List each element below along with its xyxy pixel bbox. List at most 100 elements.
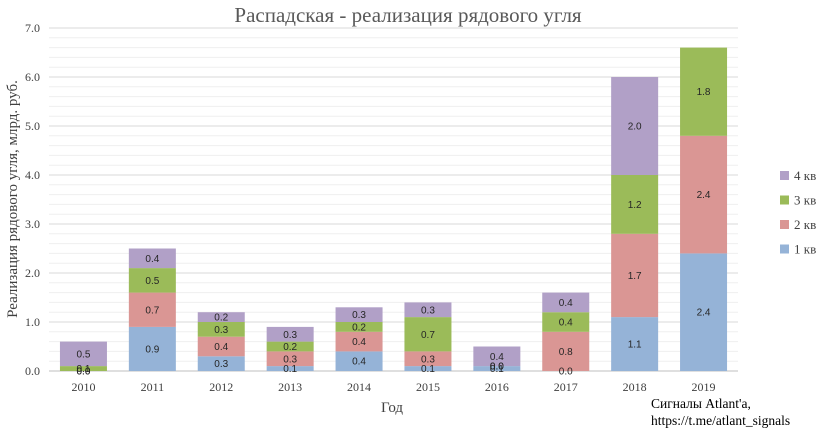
bar-data-label: 2.4 [697, 190, 711, 201]
bar-segment [473, 366, 521, 371]
bar-segment [404, 302, 452, 318]
legend-item: 1 кв [780, 242, 816, 257]
x-tick-label: 2018 [623, 380, 647, 394]
legend-swatch [780, 171, 789, 180]
y-tick-label: 4.0 [25, 168, 40, 182]
bar-segment [128, 326, 176, 371]
bar-segment [611, 317, 659, 371]
bar-segment [59, 366, 107, 371]
bar-data-label: 0.5 [145, 276, 159, 287]
legend-item: 4 кв [780, 168, 816, 183]
bar-data-label: 0.3 [283, 330, 297, 341]
bar-data-label: 0.1 [76, 364, 90, 375]
x-tick-label: 2014 [347, 380, 371, 394]
bar-data-label: 0.5 [76, 349, 90, 360]
x-tick-label: 2015 [416, 380, 440, 394]
y-axis-label: Реализация рядового угля, млрд. руб. [5, 80, 21, 318]
bar-data-label: 0.1 [490, 364, 504, 375]
y-tick-label: 2.0 [25, 266, 40, 280]
legend-label: 4 кв [794, 168, 816, 183]
bar-data-label: 0.0 [559, 367, 573, 378]
bar-segment [197, 356, 245, 371]
bar-data-label: 2.0 [628, 122, 642, 133]
x-axis-label: Год [381, 400, 403, 416]
bar-data-label: 1.2 [628, 200, 642, 211]
bar-segment [404, 366, 452, 371]
chart-title: Распадская - реализация рядового угля [234, 3, 582, 27]
legend-label: 3 кв [794, 193, 816, 208]
bar-data-label: 0.3 [421, 354, 435, 365]
bar-data-label: 0.9 [145, 344, 159, 355]
legend-item: 3 кв [780, 193, 816, 208]
bar-data-label: 0.7 [421, 330, 435, 341]
bar-segment [680, 135, 728, 254]
bar-data-label: 0.0 [490, 362, 504, 373]
bar-segment [266, 326, 314, 342]
bar-segment [335, 322, 383, 332]
x-tick-label: 2017 [554, 380, 578, 394]
y-tick-label: 7.0 [25, 21, 40, 35]
legend-swatch [780, 195, 789, 205]
bar-data-label: 0.4 [352, 357, 366, 368]
bar-segment [473, 346, 521, 367]
x-tick-label: 2019 [692, 380, 716, 394]
legend-item: 2 кв [780, 217, 816, 232]
bar-segment [611, 233, 659, 318]
bar-segment [335, 351, 383, 371]
bar-segment [404, 317, 452, 352]
bar-segment [128, 248, 176, 269]
bar-data-label: 0.3 [214, 325, 228, 336]
bar-data-label: 0.2 [283, 342, 297, 353]
bar-data-label: 0.3 [283, 354, 297, 365]
bar-data-label: 0.4 [559, 298, 573, 309]
bar-segment [335, 307, 383, 322]
bar-segment [611, 175, 659, 234]
bar-segment [59, 341, 107, 367]
caption-line-2: https://t.me/atlant_signals [651, 413, 791, 428]
bar-data-label: 2.4 [697, 308, 711, 319]
y-tick-label: 0.0 [25, 364, 40, 378]
bar-segment [266, 351, 314, 367]
bar-data-label: 0.7 [145, 305, 159, 316]
bar-segment [680, 47, 728, 136]
bar-segment [197, 322, 245, 337]
bars [59, 47, 728, 371]
bar-data-label: 1.7 [628, 271, 642, 282]
bar-segment [542, 292, 590, 313]
bar-segment [680, 253, 728, 371]
y-tick-label: 5.0 [25, 119, 40, 133]
bar-segment [128, 292, 176, 327]
bar-data-label: 0.1 [283, 364, 297, 375]
legend-label: 2 кв [794, 217, 816, 232]
bar-data-label: 0.4 [559, 318, 573, 329]
bar-data-label: 0.1 [421, 364, 435, 375]
bar-data-label: 0.0 [490, 362, 504, 373]
bar-data-label: 0.4 [145, 254, 159, 265]
bar-segment [197, 312, 245, 322]
x-tick-label: 2012 [209, 380, 233, 394]
x-axis-ticks: 2010 2011 2012 2013 2014 2015 2016 2017 2018 2019 [71, 380, 715, 394]
y-tick-label: 3.0 [25, 217, 40, 231]
bar-data-label: 0.3 [352, 310, 366, 321]
bar-data-label: 0.0 [76, 367, 90, 378]
legend-swatch [780, 244, 789, 254]
source-caption: Сигналы Atlant'a, https://t.me/atlant_si… [651, 395, 790, 429]
bar-data-label: 0.2 [214, 313, 228, 324]
bar-data-label: 0.4 [490, 352, 504, 363]
bar-segment [404, 351, 452, 367]
y-tick-label: 6.0 [25, 70, 40, 84]
bar-data-label: 1.8 [697, 87, 711, 98]
bar-segment [611, 77, 659, 175]
bar-segment [197, 336, 245, 357]
legend-label: 1 кв [794, 242, 816, 257]
bar-data-label: 1.1 [628, 340, 642, 351]
bar-data-label: 0.4 [352, 337, 366, 348]
bar-labels: 0.00.00.10.5 0.90.70.50.40.30.40.30.20.10… [76, 87, 710, 377]
bar-segment [266, 366, 314, 371]
legend-swatch [780, 220, 789, 229]
bar-segment [335, 331, 383, 352]
bar-data-label: 0.3 [421, 305, 435, 316]
bar-data-label: 0.8 [559, 347, 573, 358]
bar-segment [128, 268, 176, 293]
